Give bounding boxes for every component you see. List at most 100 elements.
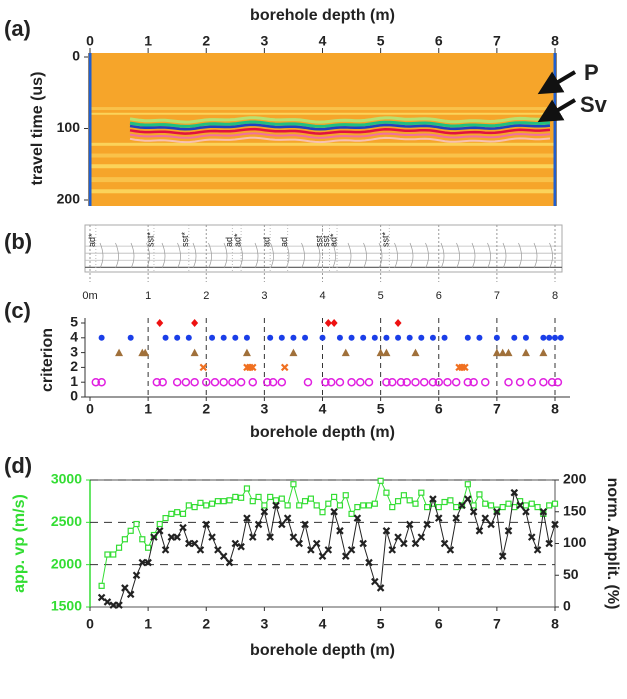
point [196,546,205,554]
point [482,500,489,507]
x-axis-label: borehole depth (m) [250,7,395,24]
point [411,348,420,357]
point [179,510,187,517]
point [277,377,287,387]
y2-tick-label: 150 [563,502,587,518]
point [504,377,513,387]
point [289,533,298,541]
y-tick-label: 0 [70,388,78,404]
point [359,539,367,548]
point [156,520,163,528]
point [121,536,128,543]
point [290,481,297,488]
point [377,477,384,484]
point [423,520,431,529]
point [371,334,378,341]
point [353,514,362,522]
log-arc [394,242,398,269]
point [429,500,437,507]
point [162,514,169,522]
point [248,377,257,387]
point [190,348,199,357]
y2-tick-label: 50 [563,566,579,582]
point [539,507,548,516]
point [365,558,373,567]
log-label: sst* [145,231,155,247]
point [476,334,483,341]
x-tick-label: 5 [377,33,385,49]
x-tick-label: 7 [494,290,500,302]
image-stripe [90,164,555,169]
point [141,348,150,357]
point [360,334,367,341]
x-tick-label: 4 [319,33,327,49]
point [231,539,240,548]
log-arc [316,242,321,269]
x-tick-label: 2 [203,290,209,302]
point [551,520,559,529]
point [121,584,129,592]
x-tick-label: 0 [86,616,94,632]
point [226,497,233,504]
point [521,348,530,357]
point [475,527,484,535]
point [145,544,152,551]
point [394,498,402,505]
point [464,495,472,503]
point [453,503,460,511]
point [539,348,548,357]
point [313,502,320,509]
point [210,377,220,387]
y-axis-label: app. vp (m/s) [11,494,28,593]
point [492,348,501,357]
point [547,377,557,387]
point [371,500,378,507]
point [272,497,280,504]
y-tick-label: 4 [70,329,78,345]
point [540,334,547,341]
log-arc [115,242,119,269]
point [443,377,452,387]
point [219,377,228,387]
x-tick-label: 4 [319,616,327,632]
log-arc [533,242,538,269]
x-tick-label: 3 [261,290,267,302]
point [267,493,274,501]
point [127,334,134,341]
x-tick-label: 0 [86,33,94,49]
log-arc [285,242,290,269]
point [461,363,469,372]
image-wave [129,127,551,135]
point [263,377,272,387]
x-tick-label: 4 [319,290,325,302]
log-label: ad [279,237,289,247]
log-arc [208,242,212,269]
point [441,334,448,341]
point [441,498,448,506]
point [254,520,263,529]
point [139,536,146,543]
point [546,334,553,341]
y-axis-label: travel time (us) [29,72,46,186]
x-tick-label: 1 [144,401,152,417]
point [411,539,420,548]
point [522,507,530,516]
y-tick-label: 100 [57,119,81,135]
point [237,542,245,551]
y-tick-label: 0 [72,48,80,64]
point [150,533,158,541]
point [197,499,204,506]
point [272,501,280,510]
point [295,539,304,548]
point [330,507,338,516]
point [303,377,313,387]
point [365,502,373,509]
point [319,509,326,516]
log-arc [270,242,274,269]
point [382,527,391,535]
log-arc [347,242,352,269]
log-arc [378,242,383,269]
point [347,377,356,387]
point [155,527,164,535]
point [260,507,269,516]
